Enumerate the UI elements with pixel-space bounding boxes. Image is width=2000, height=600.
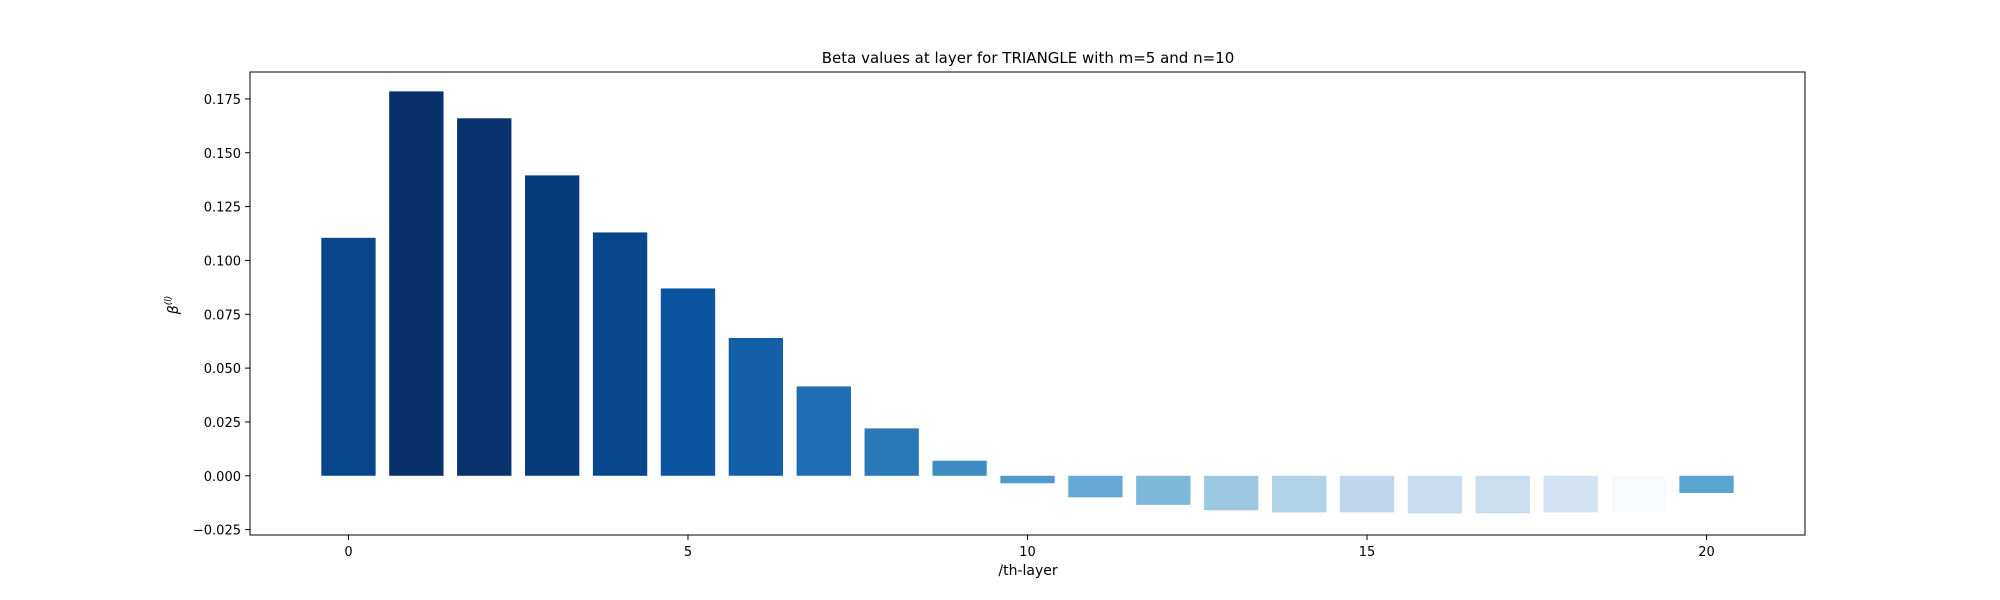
y-tick-label: 0.100 [204,254,241,269]
bars [321,91,1734,514]
bar-layer-9 [932,460,987,476]
bar-layer-15 [1339,475,1395,513]
y-tick-label: 0.000 [204,470,241,485]
bar-layer-20 [1679,475,1734,494]
bar-layer-18 [1543,475,1598,513]
bar-layer-3 [525,175,580,476]
bar-layer-8 [864,428,919,476]
y-tick-label: 0.150 [204,147,241,162]
x-tick-label: 10 [1019,545,1036,560]
x-tick-label: 20 [1698,545,1715,560]
bar-layer-14 [1271,475,1327,513]
bar-layer-11 [1068,475,1123,498]
y-axis-label: β(l) [164,296,182,315]
y-axis-label-group: β(l) [164,296,182,315]
y-tick-label: 0.050 [204,362,241,377]
bar-layer-17 [1475,475,1530,514]
bar-layer-12 [1136,475,1191,505]
bar-layer-2 [457,118,512,476]
bar-layer-4 [592,232,648,476]
bar-layer-5 [660,288,716,476]
bar-layer-6 [728,337,784,476]
y-tick-label: 0.175 [204,93,241,108]
y-axis-ticks: −0.025 0.000 0.025 0.050 0.075 0.100 0.125 0.15… [193,93,250,539]
bar-layer-19 [1611,475,1666,513]
bar-layer-13 [1204,475,1259,511]
bar-layer-16 [1407,475,1463,514]
bar-layer-10 [1000,475,1055,484]
chart-title: Beta values at layer for TRIANGLE with m… [822,49,1235,67]
bar-layer-0 [321,237,376,476]
x-axis-ticks: 0 5 10 15 20 [344,535,1715,560]
y-tick-label: 0.125 [204,201,241,216]
y-axis-label-superscript: (l) [164,296,174,306]
x-tick-label: 5 [684,545,692,560]
bar-layer-7 [796,386,851,476]
x-tick-label: 15 [1359,545,1376,560]
y-tick-label: 0.075 [204,308,241,323]
y-tick-label: −0.025 [193,524,241,539]
bar-layer-1 [389,91,444,476]
x-tick-label: 0 [344,545,352,560]
y-tick-label: 0.025 [204,416,241,431]
y-axis-label-symbol: β [166,305,182,315]
x-axis-label: /th-layer [998,563,1057,579]
